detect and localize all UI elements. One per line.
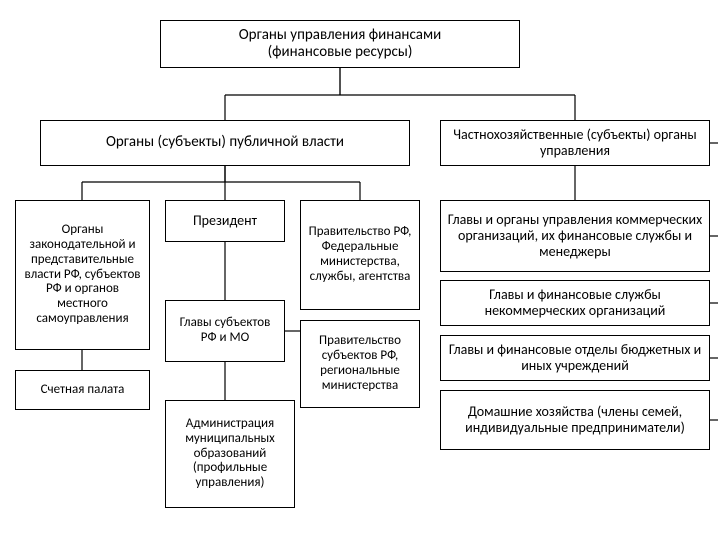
- node-label: Органы (субъекты) публичной власти: [106, 134, 344, 151]
- node-schet: Счетная палата: [15, 370, 150, 410]
- node-label: Органы законодательной и представительны…: [22, 223, 143, 328]
- node-label: Администрация муниципальных образований …: [172, 417, 288, 492]
- node-glavy: Главы субъектов РФ и МО: [165, 300, 285, 362]
- node-public: Органы (субъекты) публичной власти: [40, 120, 410, 166]
- node-label: Главы и финансовые службы некоммерческих…: [447, 287, 703, 319]
- node-label: Правительство РФ, Федеральные министерст…: [307, 225, 413, 285]
- node-p3: Главы и финансовые отделы бюджетных и ин…: [440, 335, 710, 381]
- node-p2: Главы и финансовые службы некоммерческих…: [440, 280, 710, 326]
- node-govsubj: Правительство субъектов РФ, региональные…: [300, 320, 420, 408]
- node-label: Правительство субъектов РФ, региональные…: [307, 334, 413, 394]
- node-label: Главы субъектов РФ и МО: [172, 316, 278, 346]
- node-legislative: Органы законодательной и представительны…: [15, 200, 150, 350]
- node-president: Президент: [165, 200, 285, 242]
- node-root: Органы управления финансами (финансовые …: [160, 20, 520, 68]
- node-label: Частнохозяйственные (субъекты) органы уп…: [447, 127, 703, 159]
- node-label: Домашние хозяйства (члены семей, индивид…: [447, 404, 703, 436]
- node-p4: Домашние хозяйства (члены семей, индивид…: [440, 390, 710, 450]
- node-label: Счетная палата: [41, 383, 125, 398]
- node-label: Главы и органы управления коммерческих о…: [447, 212, 703, 260]
- node-label: Главы и финансовые отделы бюджетных и ин…: [447, 342, 703, 374]
- node-label: Органы управления финансами (финансовые …: [239, 27, 441, 62]
- node-admin: Администрация муниципальных образований …: [165, 400, 295, 508]
- node-private: Частнохозяйственные (субъекты) органы уп…: [440, 120, 710, 166]
- node-label: Президент: [193, 213, 257, 229]
- node-p1: Главы и органы управления коммерческих о…: [440, 200, 710, 272]
- node-govrf: Правительство РФ, Федеральные министерст…: [300, 200, 420, 310]
